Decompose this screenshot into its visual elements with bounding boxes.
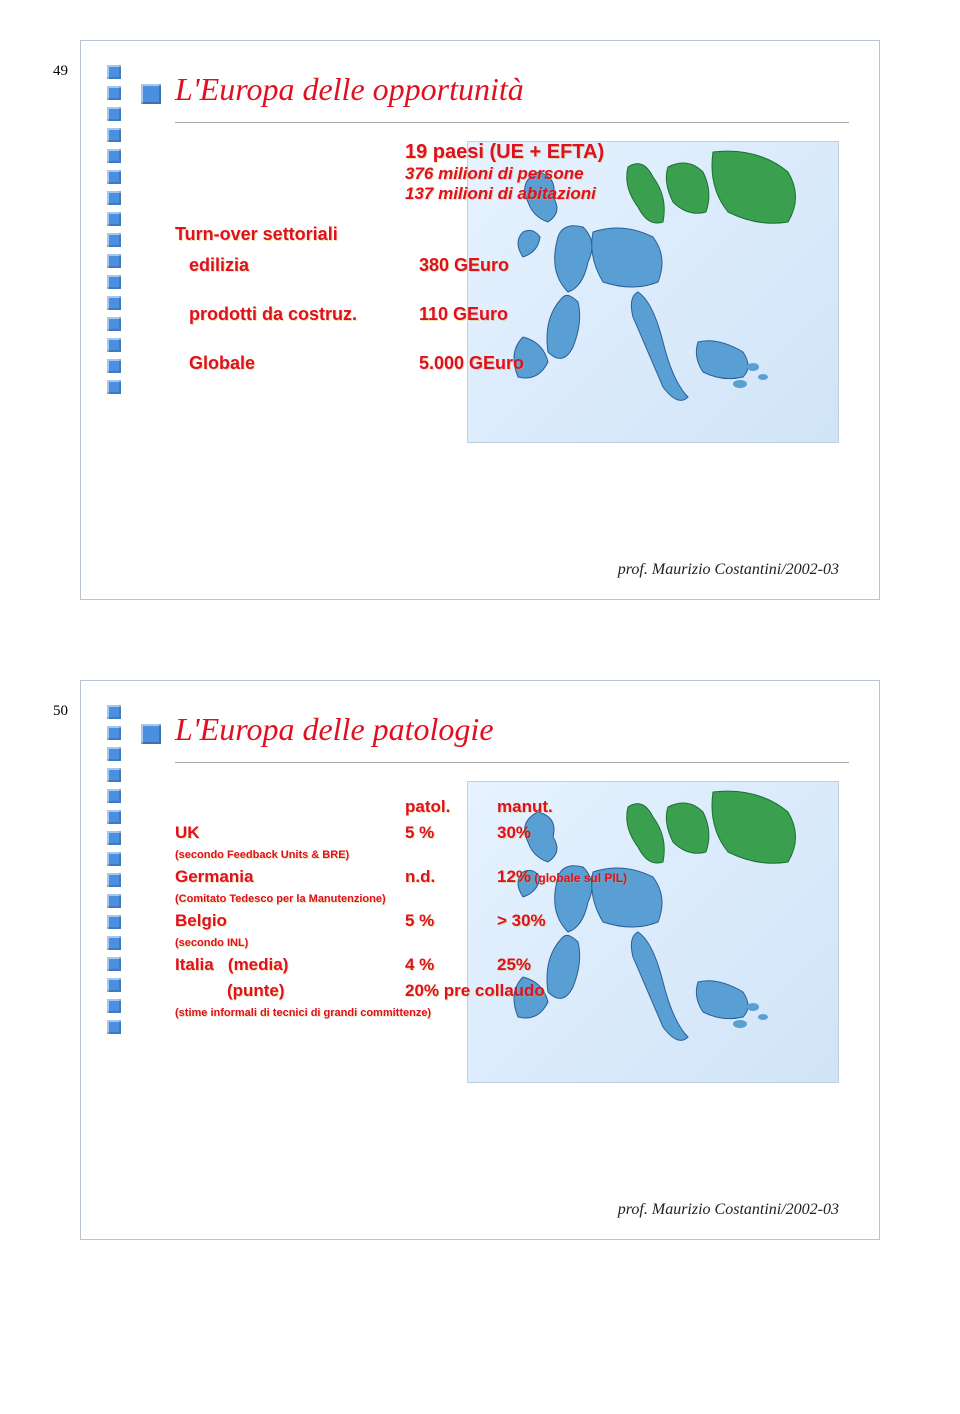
country-note: (secondo Feedback Units & BRE): [175, 849, 849, 861]
manut-value: > 30%: [497, 911, 546, 931]
title-bullet-icon: [141, 724, 161, 744]
country-label: UK: [175, 823, 405, 843]
manut-value: 30%: [497, 823, 531, 843]
manut-value: 12%: [497, 867, 531, 886]
bullet-icon: [107, 170, 121, 184]
header-line: 376 milioni di persone: [405, 164, 849, 184]
bullet-icon: [107, 338, 121, 352]
bullet-icon: [107, 191, 121, 205]
bullet-icon: [107, 128, 121, 142]
bullet-icon: [107, 254, 121, 268]
footer-credit: prof. Maurizio Costantini/2002-03: [618, 1201, 839, 1219]
country-label: (punte): [175, 981, 405, 1001]
bullet-icon: [107, 1020, 121, 1034]
bullet-icon: [107, 936, 121, 950]
patol-value: 4 %: [405, 955, 497, 975]
title-row: L'Europa delle opportunità: [141, 71, 849, 108]
bullet-icon: [107, 65, 121, 79]
bullet-icon: [107, 894, 121, 908]
slide-number: 50: [53, 703, 68, 720]
row-label: edilizia: [175, 255, 419, 276]
country-note: (stime informali di tecnici di grandi co…: [175, 1007, 849, 1019]
bullet-rail: [107, 705, 121, 1034]
col-head-patol: patol.: [405, 797, 465, 817]
divider: [175, 762, 849, 763]
bullet-icon: [107, 978, 121, 992]
patol-value: 5 %: [405, 911, 497, 931]
slide-49: 49 L'Europa delle opportunità: [80, 40, 880, 600]
country-row: Italia (media) 4 % 25%: [175, 955, 849, 975]
title-bullet-icon: [141, 84, 161, 104]
bullet-icon: [107, 86, 121, 100]
bullet-icon: [107, 359, 121, 373]
slide-content: patol. manut. UK 5 % 30% (secondo Feedba…: [175, 797, 849, 1019]
country-note: (Comitato Tedesco per la Manutenzione): [175, 893, 849, 905]
bullet-icon: [107, 747, 121, 761]
row-value: 5.000 GEuro: [419, 353, 524, 374]
row-value: 110 GEuro: [419, 304, 508, 325]
patol-value: n.d.: [405, 867, 497, 887]
header-line: 137 milioni di abitazioni: [405, 184, 849, 204]
divider: [175, 122, 849, 123]
bullet-icon: [107, 705, 121, 719]
bullet-icon: [107, 296, 121, 310]
bullet-icon: [107, 317, 121, 331]
country-row: Belgio 5 % > 30% (secondo INL): [175, 911, 849, 949]
bullet-icon: [107, 957, 121, 971]
row-label: Globale: [175, 353, 419, 374]
header-line: 19 paesi (UE + EFTA): [405, 141, 849, 164]
footer-credit: prof. Maurizio Costantini/2002-03: [618, 561, 839, 579]
country-label: Italia (media): [175, 955, 405, 975]
bullet-icon: [107, 852, 121, 866]
patol-value: 20% pre collaudo: [405, 981, 545, 1001]
bullet-icon: [107, 915, 121, 929]
section-label: Turn-over settoriali: [175, 224, 849, 245]
bullet-icon: [107, 726, 121, 740]
country-label: Belgio: [175, 911, 405, 931]
bullet-icon: [107, 831, 121, 845]
patol-value: 5 %: [405, 823, 497, 843]
row-value: 380 GEuro: [419, 255, 509, 276]
manut-value: 25%: [497, 955, 531, 975]
bullet-icon: [107, 149, 121, 163]
country-note: (secondo INL): [175, 937, 849, 949]
country-row: Germania n.d. 12% (globale sul PIL) (Com…: [175, 867, 849, 905]
title-row: L'Europa delle patologie: [141, 711, 849, 748]
country-label: Germania: [175, 867, 405, 887]
col-head-manut: manut.: [497, 797, 553, 817]
bullet-icon: [107, 768, 121, 782]
bullet-icon: [107, 275, 121, 289]
bullet-icon: [107, 873, 121, 887]
bullet-icon: [107, 810, 121, 824]
bullet-icon: [107, 212, 121, 226]
bullet-icon: [107, 789, 121, 803]
slide-title: L'Europa delle opportunità: [175, 71, 524, 108]
slide-content: 19 paesi (UE + EFTA) 376 milioni di pers…: [175, 141, 849, 374]
manut-suffix: (globale sul PIL): [531, 871, 627, 885]
slide-title: L'Europa delle patologie: [175, 711, 494, 748]
country-row: UK 5 % 30% (secondo Feedback Units & BRE…: [175, 823, 849, 861]
country-row: (punte) 20% pre collaudo (stime informal…: [175, 981, 849, 1019]
bullet-icon: [107, 380, 121, 394]
bullet-icon: [107, 107, 121, 121]
slide-50: 50 L'Europa delle patologie: [80, 680, 880, 1240]
slide-number: 49: [53, 63, 68, 80]
row-label: prodotti da costruz.: [175, 304, 419, 325]
bullet-icon: [107, 233, 121, 247]
bullet-icon: [107, 999, 121, 1013]
bullet-rail: [107, 65, 121, 394]
